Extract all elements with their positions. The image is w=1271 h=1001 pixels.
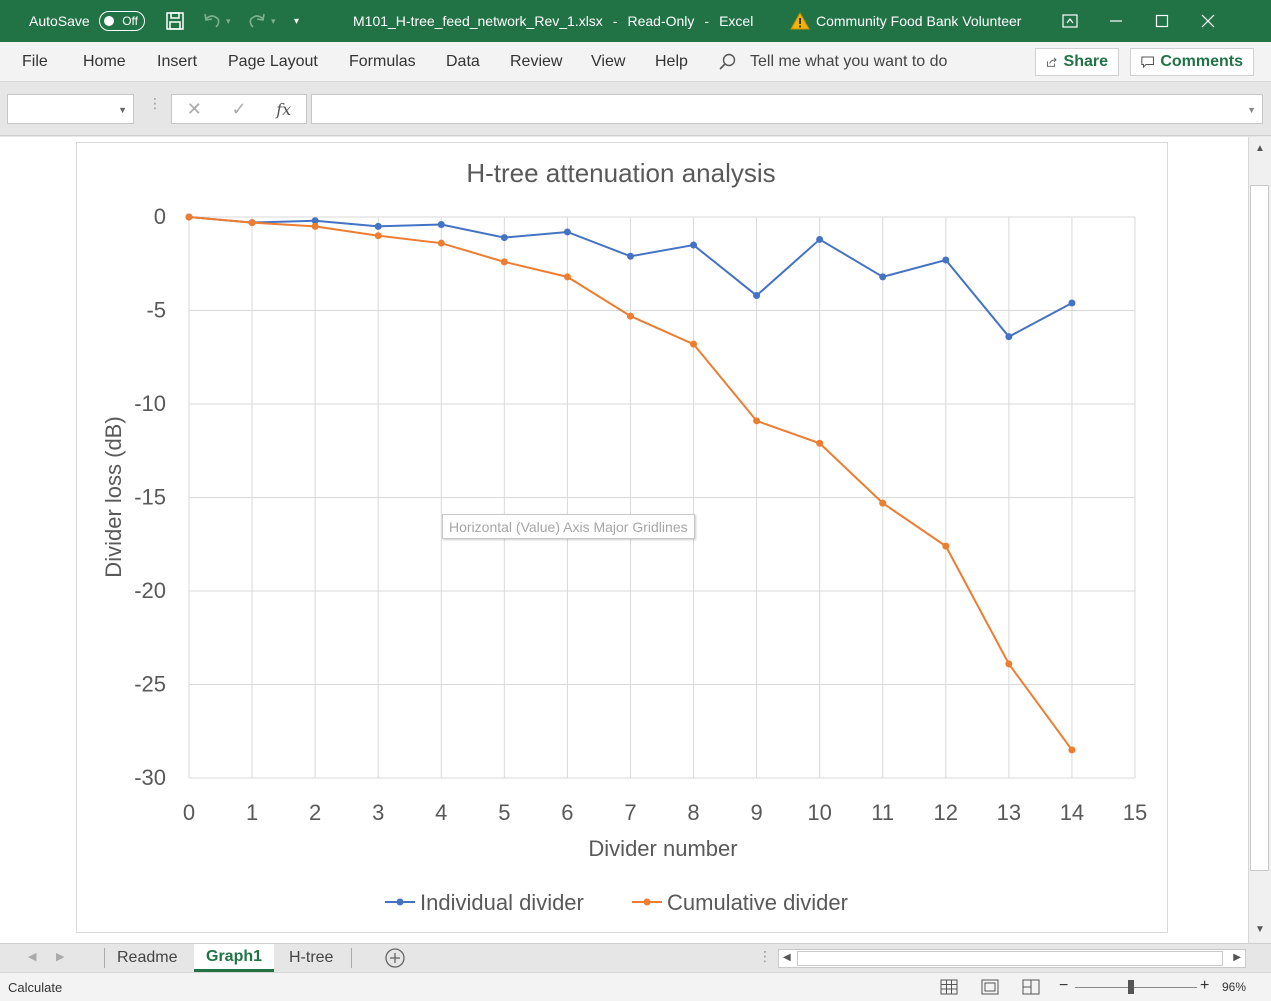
read-only-label: Read-Only <box>627 13 695 29</box>
comments-label: Comments <box>1160 53 1243 70</box>
sheet-tab-h-tree[interactable]: H-tree <box>289 949 334 966</box>
vertical-scrollbar[interactable]: ▲ ▼ <box>1248 137 1271 943</box>
lightbulb-search-icon <box>719 53 736 70</box>
tab-file[interactable]: File <box>22 53 48 70</box>
zoom-out-icon[interactable]: − <box>1059 977 1069 994</box>
title-separator: - <box>704 13 710 29</box>
tab-formulas[interactable]: Formulas <box>349 53 416 70</box>
redo-dropdown-icon[interactable]: ▾ <box>271 15 276 26</box>
file-name: M101_H-tree_feed_network_Rev_1.xlsx <box>353 13 603 29</box>
share-icon <box>1047 57 1057 67</box>
undo-icon[interactable] <box>200 9 224 33</box>
page-break-preview-icon[interactable] <box>1022 979 1040 995</box>
zoom-slider[interactable] <box>1075 987 1197 988</box>
autosave-state: Off <box>122 14 138 28</box>
redo-icon[interactable] <box>245 9 269 33</box>
autosave-label: AutoSave <box>29 13 90 29</box>
scroll-right-icon[interactable]: ▶ <box>1233 952 1241 963</box>
scroll-tabs-right-icon[interactable]: ▶ <box>56 951 65 963</box>
share-button[interactable]: Share <box>1035 48 1119 76</box>
share-label: Share <box>1063 53 1108 70</box>
sheet-tab-graph1[interactable]: Graph1 <box>194 944 275 972</box>
warning-icon <box>790 12 810 30</box>
name-box-dropdown-icon[interactable]: ▼ <box>118 105 127 115</box>
chart-element-tooltip: Horizontal (Value) Axis Major Gridlines <box>442 514 695 539</box>
scroll-tabs-left-icon[interactable]: ◀ <box>28 951 37 963</box>
ribbon-display-options-icon[interactable] <box>1047 0 1093 42</box>
horizontal-scroll-thumb[interactable] <box>797 951 1223 966</box>
tab-page-layout[interactable]: Page Layout <box>228 53 318 70</box>
scroll-down-icon[interactable]: ▼ <box>1255 924 1265 935</box>
tab-help[interactable]: Help <box>655 53 688 70</box>
sheet-tab-readme[interactable]: Readme <box>117 949 178 966</box>
formula-bar-resize-handle[interactable]: ⋮ <box>148 95 162 111</box>
tab-split-handle[interactable]: ⋮ <box>758 948 772 964</box>
undo-dropdown-icon[interactable]: ▾ <box>226 15 231 26</box>
formula-buttons: ✕ ✓ fx <box>171 94 307 124</box>
normal-view-icon[interactable] <box>940 979 958 995</box>
insert-function-icon[interactable]: fx <box>276 99 292 119</box>
comment-icon <box>1141 56 1154 69</box>
tell-me-search[interactable]: Tell me what you want to do <box>718 42 947 82</box>
tab-view[interactable]: View <box>591 53 626 70</box>
cancel-icon[interactable]: ✕ <box>186 98 202 119</box>
minimize-icon[interactable] <box>1093 0 1139 42</box>
tab-review[interactable]: Review <box>510 53 563 70</box>
title-separator: - <box>612 13 618 29</box>
title-bar: AutoSave Off ▾ ▾ ▾ M101_H-tree_feed_netw… <box>0 0 1271 42</box>
user-name[interactable]: Community Food Bank Volunteer <box>816 13 1022 29</box>
vertical-scroll-thumb[interactable] <box>1250 185 1269 871</box>
tab-home[interactable]: Home <box>83 53 126 70</box>
ribbon-tabs: File Home Insert Page Layout Formulas Da… <box>0 42 1271 82</box>
formula-input[interactable]: ▼ <box>311 94 1263 124</box>
name-box[interactable]: ▼ <box>7 94 134 124</box>
customize-quick-access-icon[interactable]: ▾ <box>294 15 300 27</box>
horizontal-scrollbar[interactable]: ◀ ▶ <box>778 949 1246 968</box>
close-icon[interactable] <box>1185 0 1231 42</box>
zoom-slider-thumb[interactable] <box>1128 980 1134 994</box>
formula-bar: ▼ ⋮ ✕ ✓ fx ▼ <box>0 82 1271 136</box>
calculate-status[interactable]: Calculate <box>8 980 63 995</box>
scroll-up-icon[interactable]: ▲ <box>1255 143 1265 154</box>
status-bar: Calculate − + 96% <box>0 972 1271 1001</box>
page-layout-view-icon[interactable] <box>981 979 999 995</box>
save-icon[interactable] <box>163 9 187 33</box>
tab-data[interactable]: Data <box>446 53 480 70</box>
toggle-knob-icon <box>104 16 114 26</box>
maximize-icon[interactable] <box>1139 0 1185 42</box>
sheet-tabs-bar: ◀ ▶ Readme Graph1 H-tree ⋮ ◀ ▶ <box>0 943 1271 972</box>
zoom-in-icon[interactable]: + <box>1200 977 1210 994</box>
app-name: Excel <box>719 13 754 29</box>
expand-formula-bar-icon[interactable]: ▼ <box>1247 105 1256 115</box>
comments-button[interactable]: Comments <box>1130 48 1254 76</box>
enter-icon[interactable]: ✓ <box>231 98 247 119</box>
zoom-level[interactable]: 96% <box>1222 980 1247 994</box>
tell-me-placeholder: Tell me what you want to do <box>750 53 948 70</box>
tab-insert[interactable]: Insert <box>157 53 198 70</box>
new-sheet-icon[interactable] <box>384 947 406 969</box>
autosave-toggle[interactable]: Off <box>99 11 145 31</box>
scroll-left-icon[interactable]: ◀ <box>783 952 791 963</box>
